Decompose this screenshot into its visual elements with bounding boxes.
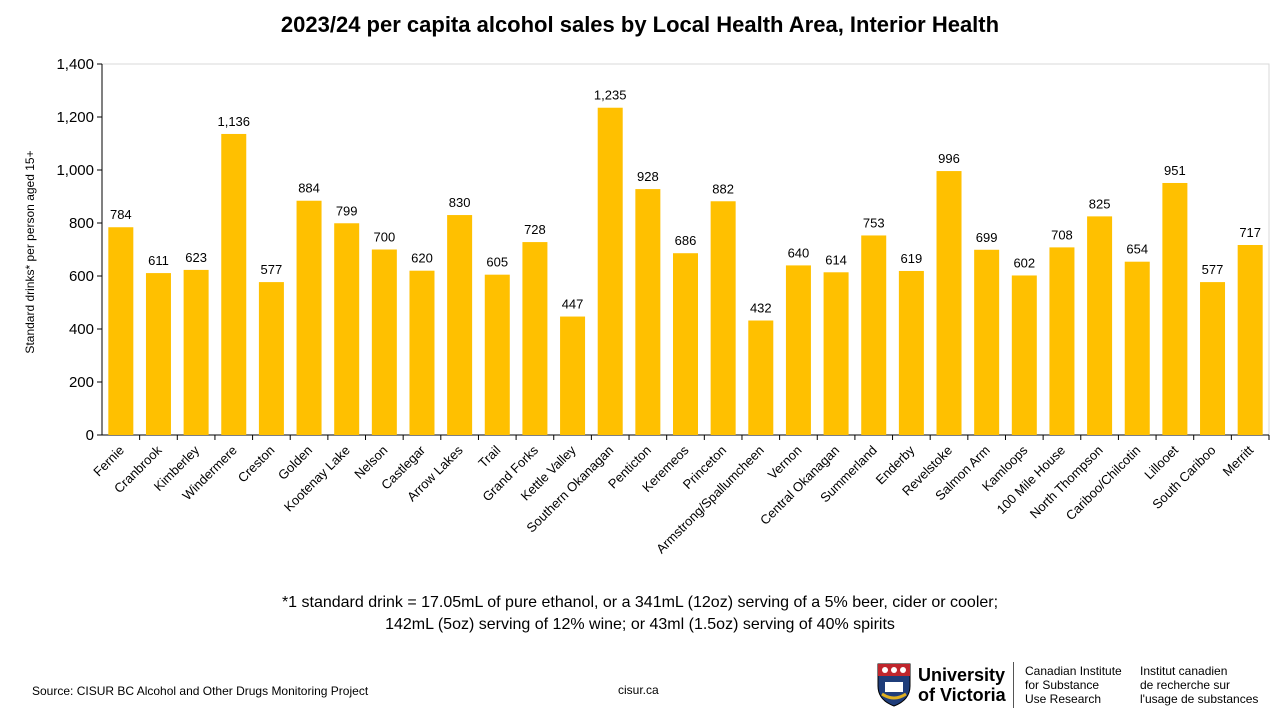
bar-value-label: 640 — [788, 245, 810, 260]
chart-title: 2023/24 per capita alcohol sales by Loca… — [280, 12, 1000, 37]
bar-value-label: 717 — [1239, 225, 1261, 240]
y-tick-label: 600 — [69, 268, 94, 285]
bar — [371, 249, 397, 435]
bar-value-label: 928 — [637, 169, 659, 184]
bar-value-label: 623 — [185, 250, 207, 265]
y-tick-label: 200 — [69, 374, 94, 391]
bar — [936, 171, 962, 435]
value-labels: 784 611 623 1,136 577 884 799 700 620 830 605 728 44… — [110, 88, 1261, 316]
bar-value-label: 799 — [336, 203, 358, 218]
bar-value-label: 602 — [1013, 255, 1035, 270]
site-url: cisur.ca — [618, 683, 659, 697]
bar-value-label: 577 — [1202, 262, 1224, 277]
bar — [183, 269, 209, 435]
bar — [673, 253, 698, 435]
bar-value-label: 620 — [411, 251, 433, 266]
bar-value-label: 614 — [825, 252, 847, 267]
bar-value-label: 605 — [486, 255, 508, 270]
bar-value-label: 708 — [1051, 227, 1073, 242]
uvic-cisur-logo: University of Victoria Canadian Institut… — [876, 660, 1268, 712]
x-tick-label: Trail — [475, 442, 503, 470]
bar-value-label: 882 — [712, 181, 734, 196]
bar — [974, 249, 1000, 435]
bar-value-label: 825 — [1089, 196, 1111, 211]
bar — [861, 235, 887, 435]
bar — [748, 320, 774, 435]
bar-value-label: 447 — [562, 297, 584, 312]
cisur-name-english: Canadian Institute for Substance Use Res… — [1025, 664, 1122, 706]
bar-value-label: 432 — [750, 301, 772, 316]
x-axis-labels: FernieCranbrookKimberleyWindermereCresto… — [90, 435, 1270, 556]
uvic-crest-icon — [877, 663, 911, 707]
bar-value-label: 884 — [298, 181, 320, 196]
bar — [221, 133, 247, 435]
y-tick-label: 400 — [69, 321, 94, 338]
y-tick-label: 0 — [86, 427, 94, 444]
bar-value-label: 728 — [524, 222, 546, 237]
bar — [560, 316, 586, 435]
cisur-name-french: Institut canadien de recherche sur l'usa… — [1140, 664, 1259, 706]
footnote-line-2: 142mL (5oz) serving of 12% wine; or 43ml… — [385, 616, 895, 633]
y-tick-label: 1,400 — [56, 56, 94, 73]
bar-value-label: 700 — [373, 230, 395, 245]
bar — [1200, 282, 1226, 435]
y-tick-label: 1,200 — [56, 109, 94, 126]
bar — [334, 223, 360, 435]
bars — [108, 107, 1263, 435]
bar-value-label: 654 — [1126, 242, 1148, 257]
source-note: Source: CISUR BC Alcohol and Other Drugs… — [32, 684, 369, 698]
bar — [823, 272, 849, 435]
bar-value-label: 996 — [938, 151, 960, 166]
bar-value-label: 686 — [675, 233, 697, 248]
y-axis-label: Standard drinks* per person aged 15+ — [23, 150, 37, 353]
bar — [785, 265, 811, 435]
bar-value-label: 619 — [901, 251, 923, 266]
y-tick-label: 800 — [69, 215, 94, 232]
bar-value-label: 830 — [449, 195, 471, 210]
bar-value-label: 951 — [1164, 163, 1186, 178]
footnote-line-1: *1 standard drink = 17.05mL of pure etha… — [281, 594, 999, 611]
bar — [710, 201, 736, 435]
bar — [447, 215, 473, 435]
x-tick-label: Kootenay Lake — [281, 443, 353, 515]
bar-value-label: 611 — [148, 253, 169, 268]
x-tick-label: Merritt — [1220, 442, 1257, 479]
bar-chart: 0 200 400 600 800 1,000 1,200 1,400 784 611 623 1,… — [23, 56, 1270, 556]
bar — [597, 107, 623, 435]
bar — [1162, 182, 1188, 435]
bar — [635, 189, 661, 435]
bar-value-label: 1,136 — [217, 114, 250, 129]
bar — [522, 242, 548, 435]
logo-divider — [1013, 662, 1014, 708]
bar-value-label: 1,235 — [594, 88, 627, 103]
bar — [898, 270, 924, 435]
x-tick-label: Creston — [235, 443, 278, 486]
bar-value-label: 699 — [976, 230, 998, 245]
bar-value-label: 784 — [110, 207, 132, 222]
bar — [484, 274, 510, 435]
bar-value-label: 577 — [261, 262, 283, 277]
university-name: University of Victoria — [918, 665, 1006, 705]
bar — [409, 270, 435, 435]
bar — [1124, 261, 1150, 435]
bar-value-label: 753 — [863, 215, 885, 230]
bar — [1049, 247, 1075, 435]
bar — [1087, 216, 1113, 435]
footnote: *1 standard drink = 17.05mL of pure etha… — [0, 592, 1280, 636]
bar — [258, 282, 284, 435]
bar — [1237, 244, 1263, 435]
bar — [296, 200, 322, 435]
y-tick-label: 1,000 — [56, 162, 94, 179]
bar — [145, 273, 171, 435]
bar — [108, 227, 134, 435]
bar — [1011, 275, 1037, 435]
